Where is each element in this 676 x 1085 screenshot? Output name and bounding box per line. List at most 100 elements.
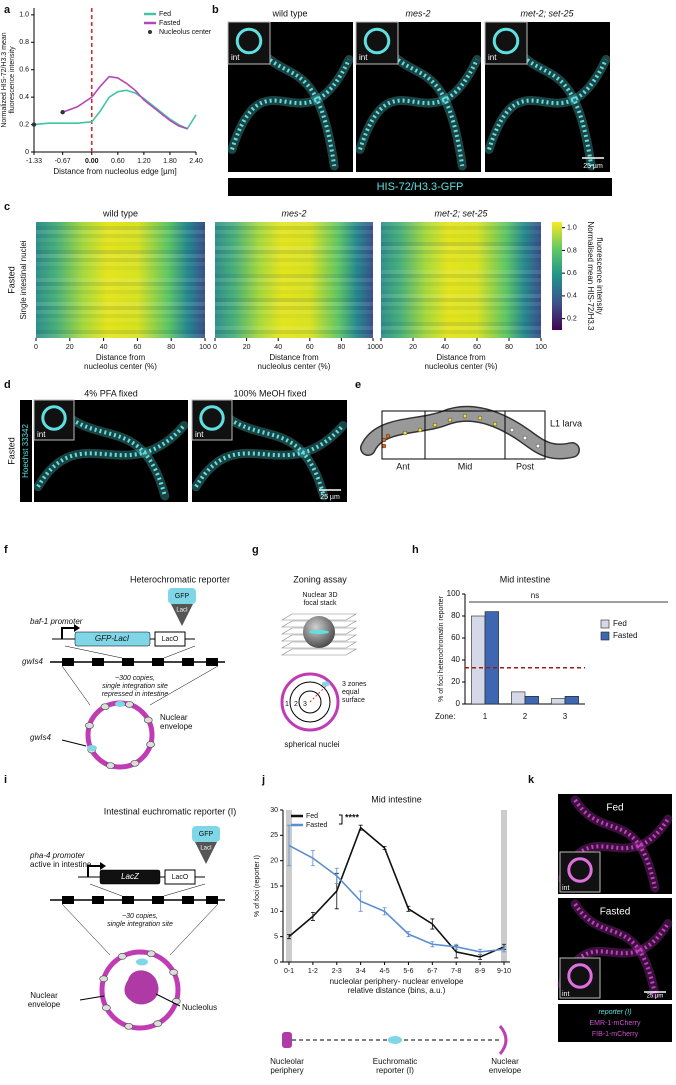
region-label: Ant — [396, 461, 410, 471]
arrow-head — [100, 862, 106, 870]
x-tick-label: 0 — [213, 344, 217, 351]
heatmap-row — [215, 286, 373, 290]
heatmap-row — [36, 294, 205, 298]
legend-label: Fed — [613, 619, 627, 628]
envelope-label: Nuclear — [30, 991, 58, 1000]
y-tick-label: 0.2 — [19, 121, 29, 128]
heatmap-row — [36, 258, 205, 262]
nuclear-pore — [171, 997, 181, 1005]
x-tick-label: 0-1 — [284, 968, 294, 975]
copies-label: single integration site — [102, 683, 168, 690]
x-tick-label: 60 — [473, 344, 481, 351]
x-tick-label: 1-2 — [308, 968, 318, 975]
zoom-lines — [64, 645, 196, 659]
nucleus — [492, 421, 498, 427]
heatmap-row — [215, 230, 373, 234]
x-tick-label: 2-3 — [332, 968, 342, 975]
heatmap-title: wild type — [102, 208, 138, 218]
heatmap-row — [381, 234, 541, 238]
worm-nuclei — [36, 424, 186, 488]
y-tick-label: 0.6 — [19, 67, 29, 74]
heatmap-row — [381, 238, 541, 242]
copies-label: single integration site — [107, 921, 173, 928]
laci-label: LacI — [176, 608, 188, 614]
heatmap-row — [381, 286, 541, 290]
worm-nuclei — [213, 404, 326, 497]
heatmap-row — [36, 230, 205, 234]
scale-bar-label: 25 µm — [320, 494, 340, 501]
y-axis-label: Single intestinal nuclei — [19, 240, 28, 319]
heatmap-row — [36, 290, 205, 294]
heatmap-row — [215, 274, 373, 278]
heatmap-row — [215, 302, 373, 306]
reporter-locus — [87, 745, 97, 751]
heatmap-row — [36, 314, 205, 318]
promoter-label: pha-4 promoter — [29, 851, 85, 860]
nuclear-envelope — [85, 700, 155, 770]
bar — [564, 695, 579, 705]
insert — [206, 658, 218, 666]
y-tick-label: 1.0 — [19, 12, 29, 19]
bar — [511, 691, 526, 705]
zones-label: 3 zones — [342, 681, 367, 688]
nuclear-pore — [85, 722, 94, 729]
larva-label: L1 larva — [550, 418, 582, 428]
panel-letter: f — [4, 544, 8, 556]
copies-label: repressed in intestine — [102, 691, 169, 698]
worm-nuclei — [244, 27, 337, 167]
heatmap-row — [215, 318, 373, 322]
insert — [92, 896, 104, 904]
worm-nuclei — [194, 424, 345, 488]
scale-bar-label: 25 µm — [647, 994, 664, 1000]
schematic-label: Euchromatic — [373, 1057, 417, 1066]
schematic-label: envelope — [489, 1066, 522, 1075]
heatmap-row — [36, 310, 205, 314]
stack-label: Nuclear 3D — [302, 592, 337, 599]
nucleus — [447, 417, 453, 423]
image-title: mes-2 — [405, 8, 430, 18]
boundary-band — [501, 810, 507, 962]
legend-label: Nucleolus center — [159, 29, 212, 36]
heatmap-row — [36, 306, 205, 310]
region-label: Mid — [458, 461, 473, 471]
y-tick-label: 0 — [274, 959, 278, 966]
pointer — [61, 739, 87, 747]
y-tick-label: 20 — [451, 677, 460, 686]
heatmap-row — [381, 222, 541, 226]
envelope-label: Nuclear — [160, 713, 188, 722]
heatmap-row — [36, 222, 205, 226]
heatmap-row — [36, 326, 205, 330]
x-tick-label: 20 — [66, 344, 74, 351]
schematic-title: Heterochromatic reporter — [130, 574, 230, 584]
caption: spherical nuclei — [284, 740, 339, 749]
radius — [309, 681, 331, 703]
nucleus — [402, 430, 408, 436]
nucleus — [477, 415, 483, 421]
x-axis-label: Distance from — [96, 353, 146, 362]
nucleus — [417, 427, 423, 433]
worm-nuclei — [573, 902, 657, 995]
schematic-label: Nuclear — [491, 1057, 519, 1066]
image-title: 100% MeOH fixed — [233, 388, 306, 398]
nucleolus — [124, 970, 159, 1005]
y-tick-label: 15 — [270, 883, 278, 890]
y-tick-label: 25 — [270, 832, 278, 839]
copies-label: ~30 copies, — [122, 913, 158, 920]
heatmap-row — [215, 278, 373, 282]
heatmap-row — [36, 330, 205, 334]
insert — [62, 658, 74, 666]
inset-nucleus — [492, 27, 520, 55]
heatmap-row — [381, 306, 541, 310]
heatmap-row — [381, 226, 541, 230]
gene-label: LacZ — [121, 872, 140, 881]
inset-nucleus — [567, 963, 593, 989]
colorbar-tick-label: 0.4 — [567, 293, 577, 300]
heatmap-row — [381, 262, 541, 266]
legend-label: Fed — [306, 813, 318, 820]
laci-label: LacI — [200, 846, 212, 852]
image-title: met-2; set-25 — [520, 8, 574, 18]
promoter-arrow — [87, 865, 100, 877]
nuclear-pore — [102, 1004, 111, 1012]
y-axis-label: Normalized HIS-72/H3.3 mean — [1, 32, 8, 127]
laci — [195, 842, 217, 864]
